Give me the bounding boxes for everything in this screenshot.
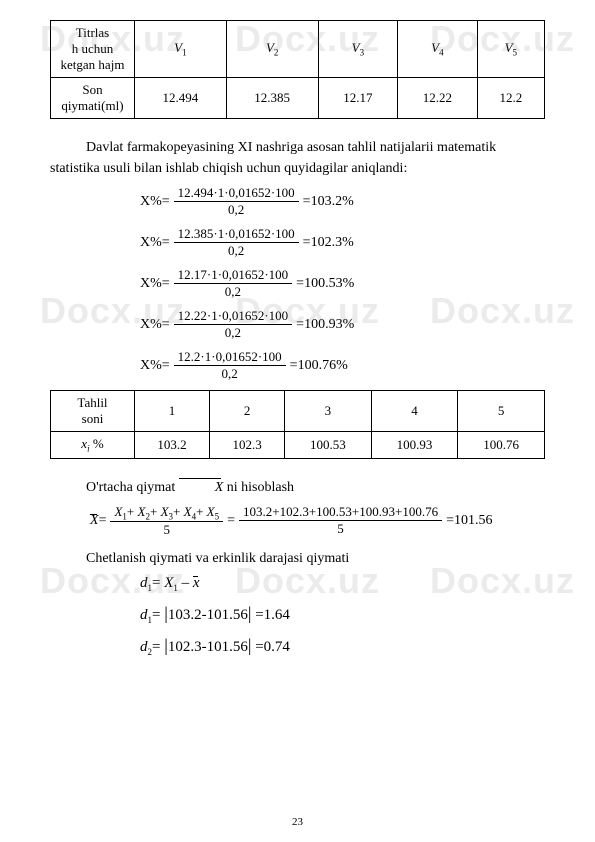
cell-label: xi % bbox=[51, 432, 135, 459]
calc-prefix: X%= bbox=[140, 276, 170, 292]
paragraph-avg: O'rtacha qiymat X ni hisoblash bbox=[50, 477, 545, 498]
paragraph-deviation: Chetlanish qiymati va erkinlik darajasi … bbox=[50, 548, 545, 569]
cell-header: V3 bbox=[318, 21, 398, 78]
fraction: 12.22·1·0,01652·1000,2 bbox=[174, 308, 293, 341]
page-number: 23 bbox=[0, 816, 595, 828]
calc-result: =100.93% bbox=[296, 317, 354, 333]
fraction: X1+ X2+ X3+ X4+ X5 5 bbox=[110, 504, 223, 539]
calc-prefix: X%= bbox=[140, 194, 170, 210]
equals-icon: = bbox=[227, 513, 235, 529]
cell-value: 102.3 bbox=[210, 432, 285, 459]
calc-prefix: X%= bbox=[140, 235, 170, 251]
calc-result: =100.53% bbox=[296, 276, 354, 292]
cell-value: 2 bbox=[210, 391, 285, 432]
cell-value: 12.17 bbox=[318, 78, 398, 119]
text-fragment: ni hisoblash bbox=[227, 480, 294, 495]
cell-label: Tahlil soni bbox=[51, 391, 135, 432]
calc-result: =101.56 bbox=[446, 513, 492, 529]
equation-average: X = X1+ X2+ X3+ X4+ X5 5 = 103.2+102.3+1… bbox=[90, 504, 545, 539]
table-row: Son qiymati(ml) 12.494 12.385 12.17 12.2… bbox=[51, 78, 545, 119]
cell-value: 3 bbox=[285, 391, 372, 432]
equals-icon: = bbox=[99, 513, 107, 529]
fraction: 12.385·1·0,01652·1000,2 bbox=[174, 226, 299, 259]
table-results: Tahlil soni 1 2 3 4 5 xi % 103.2 102.3 1… bbox=[50, 390, 545, 459]
calc-line: X%= 12.385·1·0,01652·1000,2 =102.3% bbox=[140, 226, 545, 259]
xbar-symbol: X bbox=[179, 477, 224, 498]
equation-d1: d1= |103.2-101.56| =1.64 bbox=[140, 603, 545, 625]
cell-value: 103.2 bbox=[134, 432, 209, 459]
calc-prefix: X%= bbox=[140, 358, 170, 374]
table-row: xi % 103.2 102.3 100.53 100.93 100.76 bbox=[51, 432, 545, 459]
cell-header: V4 bbox=[398, 21, 478, 78]
cell-label: Son qiymati(ml) bbox=[51, 78, 135, 119]
calc-result: =100.76% bbox=[290, 358, 348, 374]
fraction: 12.2·1·0,01652·1000,2 bbox=[174, 349, 286, 382]
cell-value: 5 bbox=[458, 391, 545, 432]
cell-value: 12.494 bbox=[134, 78, 226, 119]
cell-label: Titrlas h uchun ketgan hajm bbox=[51, 21, 135, 78]
cell-header: V5 bbox=[477, 21, 544, 78]
calc-result: =102.3% bbox=[303, 235, 354, 251]
paragraph-intro: Davlat farmakopeyasining XI nashriga aso… bbox=[50, 137, 545, 179]
cell-value: 100.53 bbox=[285, 432, 372, 459]
calc-result: =103.2% bbox=[303, 194, 354, 210]
cell-value: 100.76 bbox=[458, 432, 545, 459]
table-row: Tahlil soni 1 2 3 4 5 bbox=[51, 391, 545, 432]
calc-line: X%= 12.494·1·0,01652·1000,2 =103.2% bbox=[140, 185, 545, 218]
cell-value: 12.22 bbox=[398, 78, 478, 119]
calc-prefix: X%= bbox=[140, 317, 170, 333]
fraction: 103.2+102.3+100.53+100.93+100.76 5 bbox=[239, 504, 442, 537]
table-titration: Titrlas h uchun ketgan hajm V1 V2 V3 V4 … bbox=[50, 20, 545, 119]
xbar-symbol: X bbox=[90, 513, 99, 529]
cell-value: 12.2 bbox=[477, 78, 544, 119]
fraction: 12.17·1·0,01652·1000,2 bbox=[174, 267, 293, 300]
cell-value: 100.93 bbox=[371, 432, 458, 459]
table-row: Titrlas h uchun ketgan hajm V1 V2 V3 V4 … bbox=[51, 21, 545, 78]
fraction: 12.494·1·0,01652·1000,2 bbox=[174, 185, 299, 218]
cell-header: V2 bbox=[226, 21, 318, 78]
cell-value: 4 bbox=[371, 391, 458, 432]
cell-header: V1 bbox=[134, 21, 226, 78]
calc-line: X%= 12.2·1·0,01652·1000,2 =100.76% bbox=[140, 349, 545, 382]
calc-line: X%= 12.22·1·0,01652·1000,2 =100.93% bbox=[140, 308, 545, 341]
cell-value: 12.385 bbox=[226, 78, 318, 119]
equation-d2: d2= |102.3-101.56| =0.74 bbox=[140, 635, 545, 657]
equation-d-def: d1= X1 – x bbox=[140, 575, 545, 593]
calc-line: X%= 12.17·1·0,01652·1000,2 =100.53% bbox=[140, 267, 545, 300]
cell-value: 1 bbox=[134, 391, 209, 432]
text-fragment: O'rtacha qiymat bbox=[86, 480, 179, 495]
